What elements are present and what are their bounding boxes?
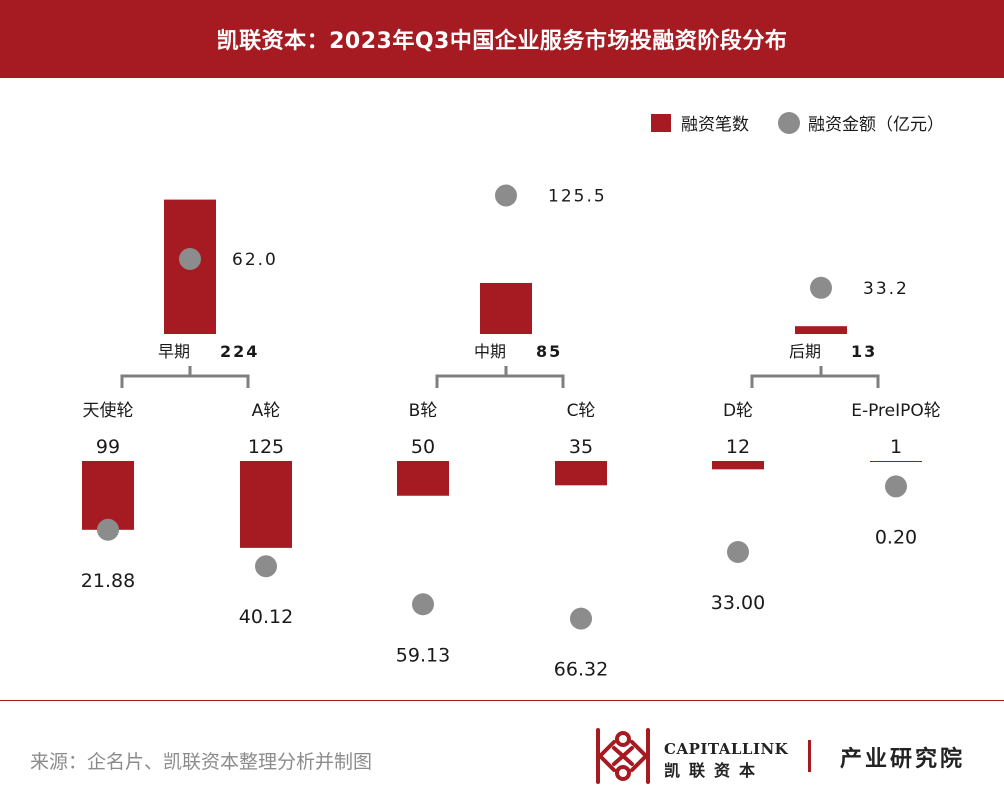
round-name: 天使轮	[83, 400, 134, 421]
stage-name: 后期	[789, 342, 821, 361]
round-count-label: 35	[569, 436, 593, 458]
chart-title: 凯联资本：2023年Q3中国企业服务市场投融资阶段分布	[216, 29, 788, 54]
round-name: E-PreIPO轮	[851, 401, 941, 421]
legend: 融资笔数 融资金额（亿元）	[651, 112, 944, 135]
legend-count-swatch	[651, 114, 671, 132]
title-banner: 凯联资本：2023年Q3中国企业服务市场投融资阶段分布	[0, 0, 1004, 78]
round-amount-dot	[570, 607, 592, 630]
round-amount-label: 66.32	[554, 659, 608, 681]
round-amount-label: 40.12	[239, 606, 293, 628]
round-amount-dot	[885, 475, 907, 498]
stage-amount-dot	[179, 248, 201, 270]
round-name: A轮	[252, 401, 281, 421]
round-count-bar	[870, 461, 922, 462]
round-count-bar	[712, 461, 764, 470]
round-count-label: 125	[248, 436, 284, 458]
capitallink-logo-icon	[596, 728, 650, 784]
stage-amount-label: 125.5	[548, 187, 607, 207]
legend-amount-label: 融资金额（亿元）	[808, 115, 944, 135]
stage-bracket	[435, 366, 565, 388]
round-count-bar	[240, 461, 292, 548]
logo-chinese-name: 凯联资本	[664, 761, 765, 780]
logo-separator	[808, 740, 811, 772]
round-name: C轮	[567, 401, 596, 421]
stage-count-label: 224	[220, 342, 259, 361]
stage-name: 早期	[158, 342, 190, 361]
round-amount-dot	[727, 541, 749, 563]
stage-amount-label: 62.0	[232, 250, 278, 270]
stage-bracket	[120, 366, 250, 388]
stage-amount-dot	[495, 184, 517, 207]
round-count-label: 12	[726, 436, 750, 458]
legend-amount-swatch	[778, 112, 800, 134]
stage-count-label: 85	[536, 342, 562, 361]
stage-name: 中期	[474, 342, 506, 361]
logo-english-name: CAPITALLINK	[664, 740, 789, 758]
round-amount-label: 33.00	[711, 592, 765, 614]
round-count-bar	[555, 461, 607, 486]
legend-count-label: 融资笔数	[681, 115, 749, 135]
round-amount-label: 21.88	[81, 570, 135, 592]
stage-bracket	[750, 366, 880, 388]
stage-count-bar	[480, 283, 532, 334]
chart-area: 融资笔数 融资金额（亿元） 62.0 早期 224 天使轮 99 21.88 A轮 125 40…	[81, 112, 944, 681]
footer-divider	[0, 700, 1004, 701]
round-amount-label: 0.20	[875, 526, 917, 548]
plot-layer: 62.0 早期 224 天使轮 99 21.88 A轮 125 40.12 125.5 中期 85 B轮…	[81, 184, 941, 681]
round-amount-label: 59.13	[396, 644, 450, 666]
round-count-bar	[397, 461, 449, 496]
round-name: D轮	[723, 401, 753, 421]
round-count-bar	[82, 461, 134, 530]
source-note: 来源：企名片、凯联资本整理分析并制图	[30, 751, 373, 773]
round-count-label: 99	[96, 436, 120, 458]
round-amount-dot	[97, 518, 119, 541]
stage-count-label: 13	[851, 342, 877, 361]
round-amount-dot	[255, 555, 277, 578]
round-count-label: 50	[411, 436, 435, 458]
stage-count-bar	[795, 326, 847, 334]
round-amount-dot	[412, 593, 434, 616]
stage-amount-dot	[810, 276, 832, 299]
round-name: B轮	[409, 401, 438, 421]
round-count-label: 1	[890, 436, 902, 458]
stage-amount-label: 33.2	[863, 279, 909, 299]
institute-name: 产业研究院	[840, 746, 966, 772]
